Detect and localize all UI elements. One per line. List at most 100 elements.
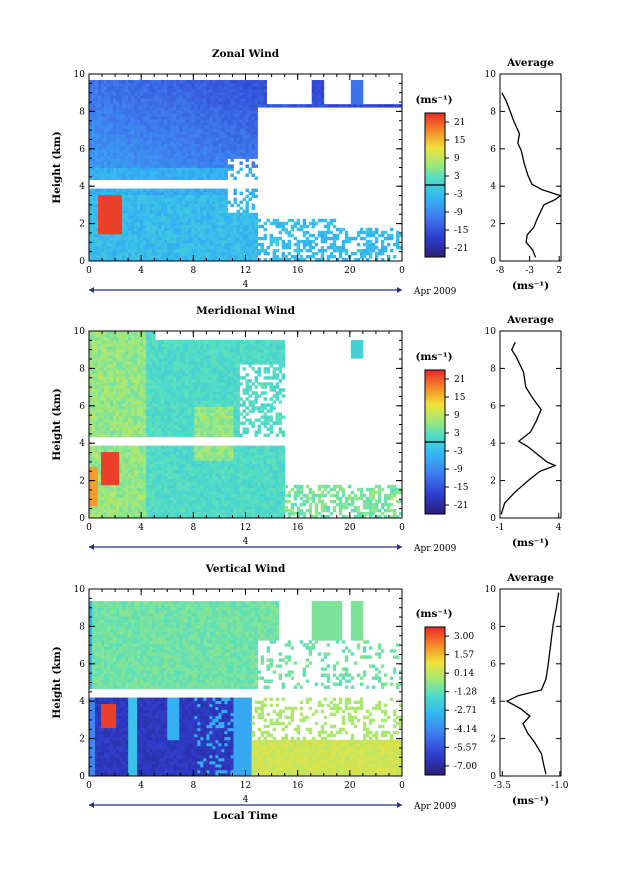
heatmap-cell [158,252,161,255]
heatmap-cell [170,192,173,195]
heatmap-cell [119,458,122,461]
heatmap-cell [206,128,209,131]
heatmap-cell [131,158,134,161]
heatmap-cell [158,107,161,110]
heatmap-cell [122,394,125,397]
heatmap-cell [128,485,131,488]
heatmap-cell [101,482,104,485]
heatmap-cell [363,237,366,240]
heatmap-cell [215,95,218,98]
heatmap-cell [116,373,119,376]
heatmap-cell [131,116,134,119]
heatmap-cell [110,485,113,488]
heatmap-cell [107,470,110,473]
heatmap-cell [158,86,161,89]
heatmap-cell [107,95,110,98]
heatmap-cell [134,216,137,219]
heatmap-cell [209,252,212,255]
heatmap-cell [188,152,191,155]
heatmap-cell [134,243,137,246]
heatmap-cell [98,379,101,382]
heatmap-cell [170,201,173,204]
heatmap-cell [125,452,128,455]
heatmap-cell [137,391,140,394]
heatmap-cell [98,415,101,418]
heatmap-cell [92,252,95,255]
heatmap-cell [224,164,227,167]
heatmap-cell [95,334,98,337]
heatmap-cell [149,428,152,431]
heatmap-cell [110,400,113,403]
heatmap-cell [206,83,209,86]
heatmap-cell [179,113,182,116]
heatmap-cell [252,225,255,228]
heatmap-cell [95,158,98,161]
heatmap-cell [176,177,179,180]
heatmap-cell [360,255,363,258]
heatmap-cell [113,497,116,500]
heatmap-cell [288,246,291,249]
heatmap-cell [104,352,107,355]
heatmap-cell [107,101,110,104]
heatmap-cell [122,98,125,101]
heatmap-cell [149,376,152,379]
heatmap-cell [197,252,200,255]
heatmap-cell [212,110,215,113]
heatmap-cell [134,403,137,406]
heatmap-cell [200,252,203,255]
heatmap-cell [197,255,200,258]
heatmap-cell [137,113,140,116]
heatmap-cell [230,237,233,240]
heatmap-cell [104,219,107,222]
heatmap-cell [218,95,221,98]
heatmap-cell [158,116,161,119]
heatmap-cell [321,92,324,95]
heatmap-cell [149,406,152,409]
heatmap-cell [104,458,107,461]
heatmap-cell [119,107,122,110]
heatmap-cell [396,237,399,240]
heatmap-cell [107,482,110,485]
heatmap-cell [140,210,143,213]
heatmap-cell [249,240,252,243]
heatmap-cell [182,198,185,201]
heatmap-cell [125,388,128,391]
heatmap-cell [107,237,110,240]
heatmap-cell [221,222,224,225]
heatmap-cell [300,255,303,258]
heatmap-cell [140,467,143,470]
heatmap-cell [131,95,134,98]
heatmap-cell [92,246,95,249]
heatmap-cell [218,164,221,167]
heatmap-cell [110,237,113,240]
heatmap-cell [297,228,300,231]
heatmap-cell [191,161,194,164]
heatmap-cell [125,397,128,400]
heatmap-cell [146,92,149,95]
heatmap-cell [161,86,164,89]
heatmap-cell [194,80,197,83]
heatmap-cell [185,192,188,195]
heatmap-cell [104,246,107,249]
heatmap-cell [152,458,155,461]
heatmap-cell [191,195,194,198]
heatmap-cell [161,210,164,213]
heatmap-cell [384,231,387,234]
heatmap-cell [89,355,92,358]
heatmap-cell [249,255,252,258]
heatmap-cell [215,161,218,164]
heatmap-cell [122,431,125,434]
heatmap-cell [137,207,140,210]
heatmap-cell [173,104,176,107]
heatmap-cell [149,334,152,337]
heatmap-cell [164,110,167,113]
heatmap-cell [110,446,113,449]
heatmap-cell [113,92,116,95]
heatmap-cell [215,137,218,140]
heatmap-cell [158,225,161,228]
heatmap-cell [125,204,128,207]
heatmap-cell [98,198,101,201]
heatmap-cell [270,222,273,225]
heatmap-cell [212,116,215,119]
heatmap-cell [113,400,116,403]
